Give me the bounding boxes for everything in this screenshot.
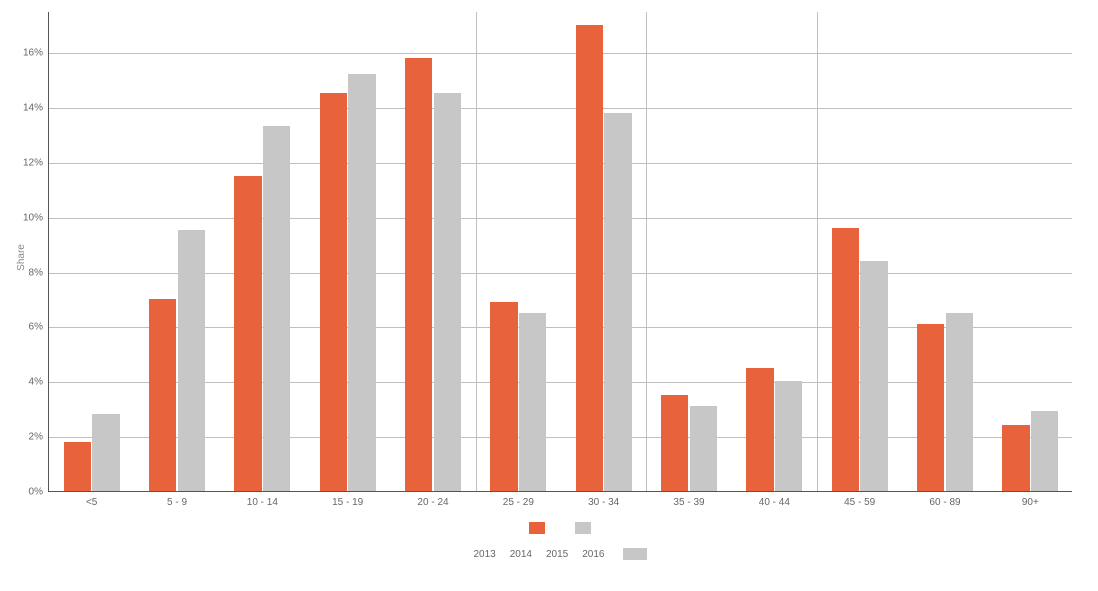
x-tick-label: 5 - 9 <box>167 497 187 508</box>
y-tick-label: 16% <box>23 48 43 59</box>
bar <box>946 313 973 491</box>
x-tick-label: 40 - 44 <box>759 497 790 508</box>
bar <box>746 368 773 491</box>
plot-area: 0%2%4%6%8%10%12%14%16%<55 - 910 - 1415 -… <box>48 12 1072 492</box>
x-tick-label: <5 <box>86 497 97 508</box>
legend-year-swatch <box>623 548 647 560</box>
x-tick-label: 20 - 24 <box>417 497 448 508</box>
gridline-h <box>49 218 1072 219</box>
bar <box>92 414 119 491</box>
bar <box>661 395 688 491</box>
bar <box>263 126 290 491</box>
gridline-v <box>476 12 477 491</box>
y-tick-label: 6% <box>29 322 43 333</box>
bar <box>1002 425 1029 491</box>
bar <box>348 74 375 491</box>
x-tick-label: 30 - 34 <box>588 497 619 508</box>
legend-color-swatches <box>48 522 1072 534</box>
gridline-v <box>817 12 818 491</box>
x-tick-label: 90+ <box>1022 497 1039 508</box>
gridline-h <box>49 53 1072 54</box>
gridline-h <box>49 108 1072 109</box>
gridline-h <box>49 163 1072 164</box>
legend-swatch <box>529 522 545 534</box>
share-bar-chart: 0% 2% 4% 6% 8% 10% 12% 14% 16% <5 5 - 9 10 - 14 15 -… <box>0 0 1098 591</box>
bar <box>519 313 546 491</box>
y-tick-label: 8% <box>29 267 43 278</box>
bar <box>604 113 631 492</box>
y-tick-label: 12% <box>23 157 43 168</box>
legend-year: 2016 <box>582 549 604 560</box>
x-tick-label: 60 - 89 <box>929 497 960 508</box>
y-axis-label: Share <box>16 244 27 271</box>
x-tick-label: 45 - 59 <box>844 497 875 508</box>
legend-year: 2015 <box>546 549 568 560</box>
legend-year: 2014 <box>510 549 532 560</box>
bar <box>917 324 944 491</box>
bar <box>320 93 347 491</box>
x-tick-label: 15 - 19 <box>332 497 363 508</box>
bar <box>860 261 887 491</box>
bar <box>149 299 176 491</box>
bar <box>64 442 91 491</box>
bar <box>405 58 432 491</box>
x-tick-label: 35 - 39 <box>673 497 704 508</box>
legend-year: 2013 <box>474 549 496 560</box>
y-tick-label: 10% <box>23 212 43 223</box>
y-tick-label: 4% <box>29 377 43 388</box>
x-tick-label: 25 - 29 <box>503 497 534 508</box>
x-tick-label: 10 - 14 <box>247 497 278 508</box>
legend-years-row: 2013 2014 2015 2016 <box>48 548 1072 560</box>
y-tick-label: 0% <box>29 487 43 498</box>
y-tick-label: 2% <box>29 432 43 443</box>
bar <box>178 230 205 491</box>
y-tick-label: 14% <box>23 103 43 114</box>
gridline-v <box>646 12 647 491</box>
bar <box>576 25 603 491</box>
bar <box>1031 411 1058 491</box>
bar <box>490 302 517 491</box>
bar <box>234 176 261 491</box>
legend-swatch <box>575 522 591 534</box>
bar <box>434 93 461 491</box>
bar <box>832 228 859 491</box>
bar <box>690 406 717 491</box>
bar <box>775 381 802 491</box>
